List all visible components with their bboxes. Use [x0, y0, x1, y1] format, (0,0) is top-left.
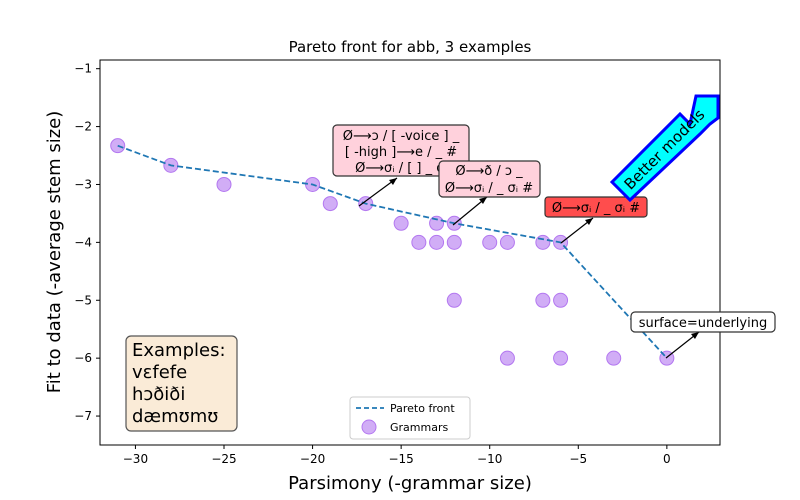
better-models-arrow-shape: [609, 94, 720, 203]
y-tick-label: −7: [74, 409, 92, 423]
pareto-front-polyline: [117, 144, 668, 359]
x-tick-label: −20: [300, 452, 325, 466]
examples-heading: Examples:: [132, 340, 226, 361]
y-tick-label: −3: [74, 177, 92, 191]
grammar-point: [322, 196, 338, 212]
annotation-3-line-1: Ø⟶σᵢ / _ σᵢ #: [552, 201, 640, 216]
better-models-arrow: Better models: [609, 94, 720, 203]
x-tick-label: −15: [388, 452, 413, 466]
annotation-arrowhead-1: [389, 178, 397, 185]
annotation-arrows: [358, 177, 700, 359]
annotation-1-line-2: [ -high ]⟶e / _ #: [345, 145, 457, 160]
annotation-box-3: Ø⟶σᵢ / _ σᵢ #: [544, 196, 648, 218]
annotation-2-line-2: Ø⟶σᵢ / _ σᵢ #: [445, 181, 533, 196]
y-tick-label: −5: [74, 293, 92, 307]
annotation-1-line-3: Ø⟶σᵢ / [ ] _ σᵢ: [355, 161, 447, 176]
y-tick-label: −1: [74, 62, 92, 76]
grammar-point: [606, 350, 622, 366]
example-word-2: hɔðiði: [132, 384, 185, 405]
annotation-arrowhead-4: [691, 332, 699, 339]
x-tick-label: −10: [477, 452, 502, 466]
chart-title: Pareto front for abb, 3 examples: [289, 38, 532, 56]
grammar-point: [499, 234, 515, 250]
grammar-point: [411, 234, 427, 250]
y-tick-label: −2: [74, 120, 92, 134]
grammar-point: [482, 234, 498, 250]
y-tick-label: −6: [74, 351, 92, 365]
plot-frame: [99, 59, 721, 446]
examples-box: Examples: vɛfefe hɔðiði dæmʊmʊ: [125, 335, 238, 432]
grammar-point: [535, 234, 551, 250]
annotation-arrow-1: [358, 177, 398, 207]
example-word-3: dæmʊmʊ: [132, 406, 218, 427]
y-axis-label: Fit to data (-average stem size): [44, 111, 65, 394]
legend-label-grammars: Grammars: [390, 421, 448, 434]
grammar-point: [446, 234, 462, 250]
y-tick-label: −4: [74, 235, 92, 249]
grammar-point: [535, 292, 551, 308]
x-tick-label: −5: [569, 452, 587, 466]
grammar-point: [429, 215, 445, 231]
better-models-label: Better models: [621, 106, 709, 194]
annotation-arrowhead-2: [479, 197, 487, 204]
pareto-front-line: [117, 144, 668, 359]
legend-label-pareto-front: Pareto front: [390, 402, 455, 415]
annotation-box-1: Ø⟶ɔ / [ -voice ] _ [ -high ]⟶e / _ # Ø⟶σ…: [332, 124, 470, 177]
legend: Pareto front Grammars: [349, 396, 471, 440]
grammar-point: [499, 350, 515, 366]
annotation-4-line-1: surface=underlying: [639, 316, 767, 331]
annotation-arrowhead-3: [585, 218, 593, 225]
annotation-box-2: Ø⟶ð / ɔ _ Ø⟶σᵢ / _ σᵢ #: [438, 160, 541, 198]
y-axis-ticks: −7 −6 −5 −4 −3 −2 −1: [74, 62, 100, 423]
annotation-box-4: surface=underlying: [630, 311, 776, 333]
x-tick-label: −25: [211, 452, 236, 466]
legend-marker-grammars: [361, 419, 377, 435]
grammar-point: [446, 292, 462, 308]
annotation-1-line-1: Ø⟶ɔ / [ -voice ] _: [343, 129, 460, 144]
x-tick-label: 0: [663, 452, 671, 466]
example-word-1: vɛfefe: [132, 362, 187, 383]
annotation-2-line-1: Ø⟶ð / ɔ _: [455, 164, 523, 179]
grammar-point: [216, 176, 232, 192]
x-axis-ticks: −30 −25 −20 −15 −10 −5 0: [123, 445, 671, 466]
x-tick-label: −30: [123, 452, 148, 466]
grammar-point: [429, 234, 445, 250]
grammar-point: [553, 350, 569, 366]
grammar-point: [553, 292, 569, 308]
grammar-point: [393, 215, 409, 231]
x-axis-label: Parsimony (-grammar size): [288, 473, 532, 494]
